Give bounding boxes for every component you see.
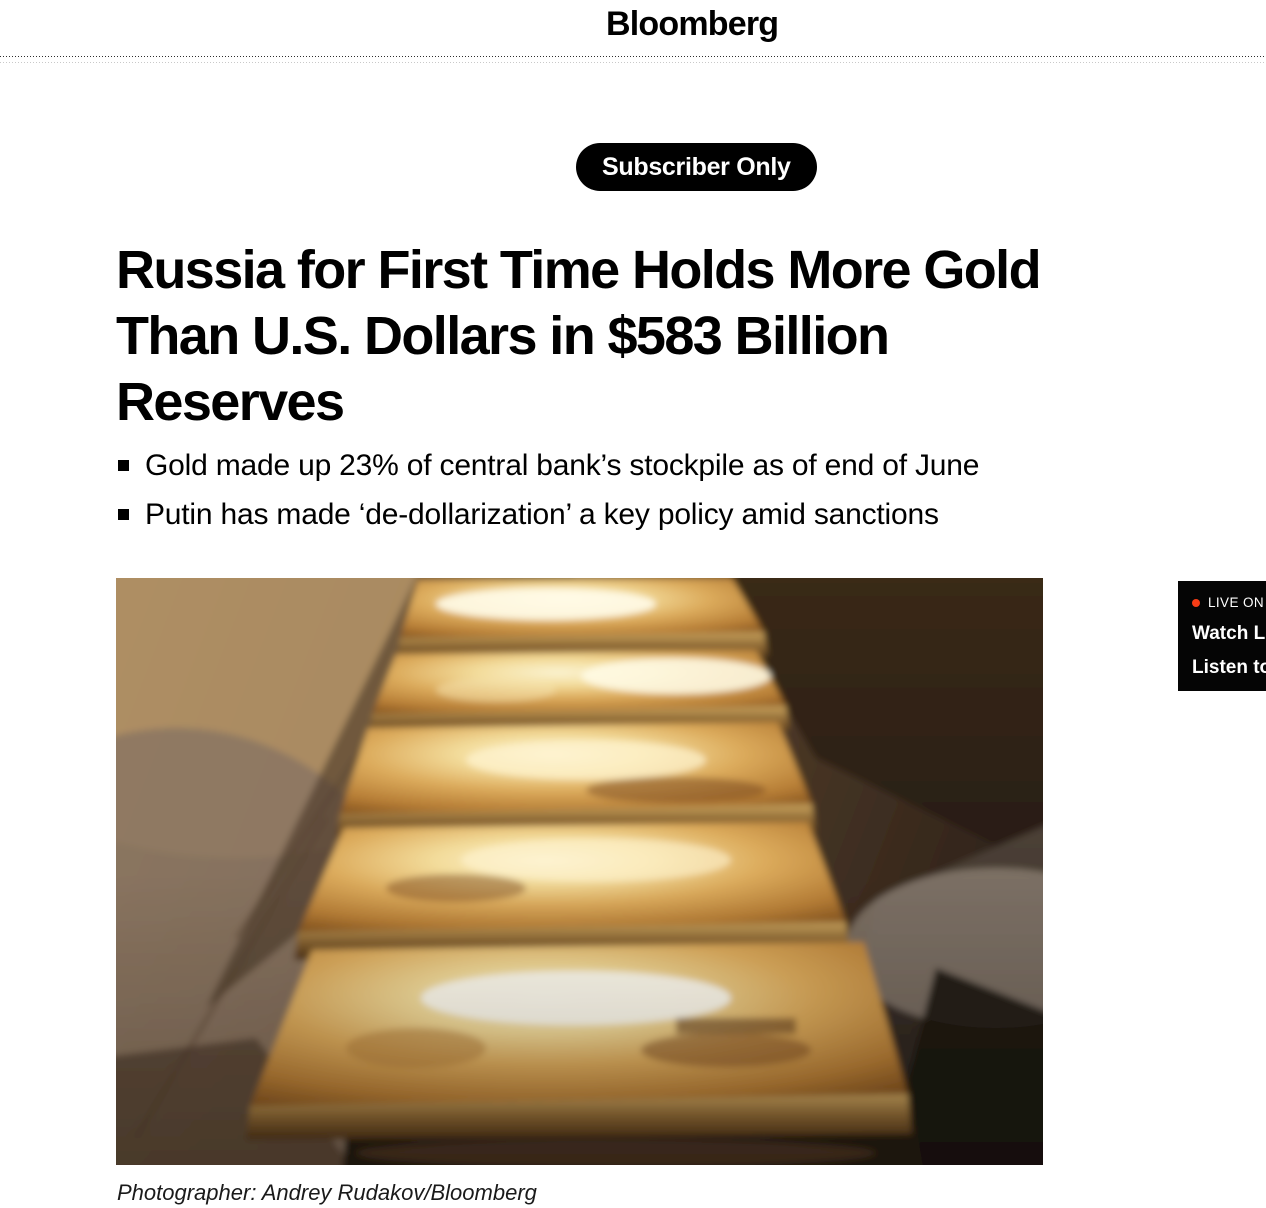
article-deck-bullets: Gold made up 23% of central bank’s stock… [116,449,1236,547]
photo-credit: Photographer: Andrey Rudakov/Bloomberg [117,1180,537,1205]
bullet-text: Putin has made ‘de-dollarization’ a key … [145,498,939,531]
list-item: Putin has made ‘de-dollarization’ a key … [116,498,1236,532]
listen-radio-link[interactable]: Listen to [1192,657,1266,678]
headline-line: Reserves [116,372,345,432]
watch-live-link[interactable]: Watch Li [1192,623,1266,644]
subscriber-only-label: Subscriber Only [602,152,791,181]
gold-bars-photo-graphic [116,578,1043,1165]
list-item: Gold made up 23% of central bank’s stock… [116,449,1236,483]
live-status-label: LIVE ON [1208,595,1265,610]
square-bullet-icon [118,509,129,520]
subscriber-only-badge: Subscriber Only [576,143,817,191]
live-widget: LIVE ON Watch Li Listen to [1178,581,1266,691]
bullet-text: Gold made up 23% of central bank’s stock… [145,449,980,482]
square-bullet-icon [118,460,129,471]
header-divider [0,56,1266,64]
headline-line: Russia for First Time Holds More Gold [116,240,1042,300]
headline-line: Than U.S. Dollars in $583 Billion [116,306,890,366]
article-photo-gold-bars [116,578,1043,1165]
page-title: Russia for First Time Holds More Gold Th… [116,237,1236,435]
live-status: LIVE ON [1192,596,1266,610]
bloomberg-logo[interactable]: Bloomberg [606,5,779,43]
live-dot-icon [1192,599,1200,607]
